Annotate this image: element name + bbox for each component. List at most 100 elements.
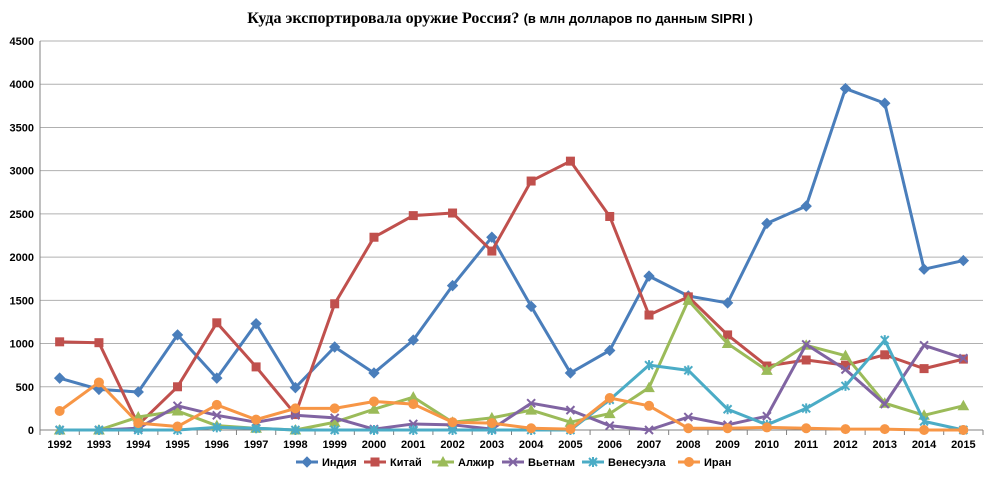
x-tick-label: 2004 — [519, 439, 544, 451]
y-tick-label: 3500 — [10, 122, 34, 134]
x-tick-label: 1994 — [126, 439, 151, 451]
data-point — [447, 417, 458, 428]
data-point — [721, 337, 734, 349]
legend-label: Венесуэла — [608, 457, 667, 469]
data-point — [408, 211, 418, 221]
legend: Индия Китай Алжир Вьетнам Венесуэла Иран — [296, 455, 731, 469]
data-point — [644, 310, 654, 320]
data-point — [132, 386, 144, 398]
data-point — [53, 372, 66, 384]
y-tick-label: 4000 — [10, 79, 34, 91]
data-point — [54, 425, 65, 435]
data-point — [644, 400, 655, 411]
data-point — [446, 279, 459, 292]
data-point — [840, 424, 851, 435]
x-tick-label: 2015 — [951, 439, 975, 451]
x-tick-label: 2008 — [676, 439, 700, 451]
data-point — [487, 246, 497, 256]
series-line — [59, 159, 964, 427]
data-point — [212, 410, 222, 421]
data-point — [211, 372, 223, 384]
legend-marker — [588, 457, 598, 467]
x-tick-label: 2000 — [362, 439, 386, 451]
data-point — [369, 425, 379, 435]
data-point — [54, 405, 65, 416]
data-point — [643, 381, 655, 393]
legend-item: Индия — [296, 456, 357, 469]
legend-marker — [370, 457, 380, 467]
data-point — [251, 362, 261, 372]
x-tick-label: 2005 — [558, 439, 582, 451]
data-point — [290, 403, 301, 414]
legend-marker — [508, 457, 518, 467]
data-point — [329, 413, 340, 423]
data-point — [408, 399, 419, 410]
legend-item: Китай — [364, 457, 422, 469]
series-line — [58, 380, 964, 432]
data-point — [957, 254, 970, 267]
y-tick-label: 2000 — [10, 252, 34, 264]
data-point — [55, 337, 65, 347]
data-point — [603, 407, 616, 419]
x-tick-label: 2006 — [597, 439, 621, 451]
data-point — [329, 403, 340, 414]
data-point — [173, 382, 183, 392]
x-tick-label: 2014 — [912, 439, 937, 451]
data-point — [329, 425, 340, 435]
data-point — [957, 399, 970, 411]
data-point — [801, 403, 811, 414]
x-tick-label: 1992 — [47, 439, 71, 451]
series-1 — [53, 82, 970, 398]
data-point — [94, 425, 104, 435]
data-point — [486, 231, 498, 243]
data-point — [644, 360, 654, 371]
data-point — [722, 423, 733, 434]
series-lines — [53, 82, 970, 435]
x-tick-label: 2001 — [401, 439, 425, 451]
gridlines — [40, 40, 983, 431]
data-point — [369, 232, 379, 242]
x-tick-label: 2013 — [873, 439, 897, 451]
series-line — [59, 338, 964, 432]
series-6 — [54, 377, 969, 435]
data-point — [604, 344, 616, 357]
data-point — [761, 422, 772, 433]
data-point — [919, 364, 929, 374]
data-point — [407, 334, 419, 346]
series-2 — [55, 156, 968, 430]
data-point — [368, 403, 380, 414]
legend-label: Иран — [704, 457, 731, 469]
data-point — [171, 329, 184, 341]
legend-label: Алжир — [458, 457, 494, 469]
data-point — [211, 399, 222, 410]
data-point — [721, 297, 734, 309]
y-tick-label: 4500 — [10, 36, 34, 48]
data-point — [762, 411, 772, 421]
x-tick-label: 1997 — [244, 439, 268, 451]
data-point — [683, 423, 694, 434]
data-point — [172, 401, 183, 411]
data-point — [761, 217, 773, 230]
y-tick-label: 3000 — [10, 166, 34, 178]
data-point — [133, 418, 144, 429]
data-point — [605, 211, 615, 221]
series-line — [59, 87, 964, 394]
x-tick-label: 2007 — [637, 439, 661, 451]
data-point — [880, 399, 890, 409]
data-point — [565, 405, 576, 415]
x-tick-label: 1993 — [87, 439, 111, 451]
data-point — [251, 414, 262, 425]
x-tick-label: 1996 — [205, 439, 229, 451]
x-tick-label: 2002 — [440, 439, 464, 451]
chart-title-main: Куда экспортировала оружие Россия? — [247, 10, 520, 27]
y-tick-label: 0 — [28, 425, 34, 437]
data-point — [958, 425, 969, 435]
data-point — [839, 349, 852, 361]
data-point — [448, 208, 458, 218]
legend-label: Индия — [322, 457, 357, 469]
data-point — [525, 300, 537, 313]
data-point — [839, 82, 852, 95]
data-point — [880, 350, 890, 360]
x-tick-label: 2009 — [715, 439, 739, 451]
